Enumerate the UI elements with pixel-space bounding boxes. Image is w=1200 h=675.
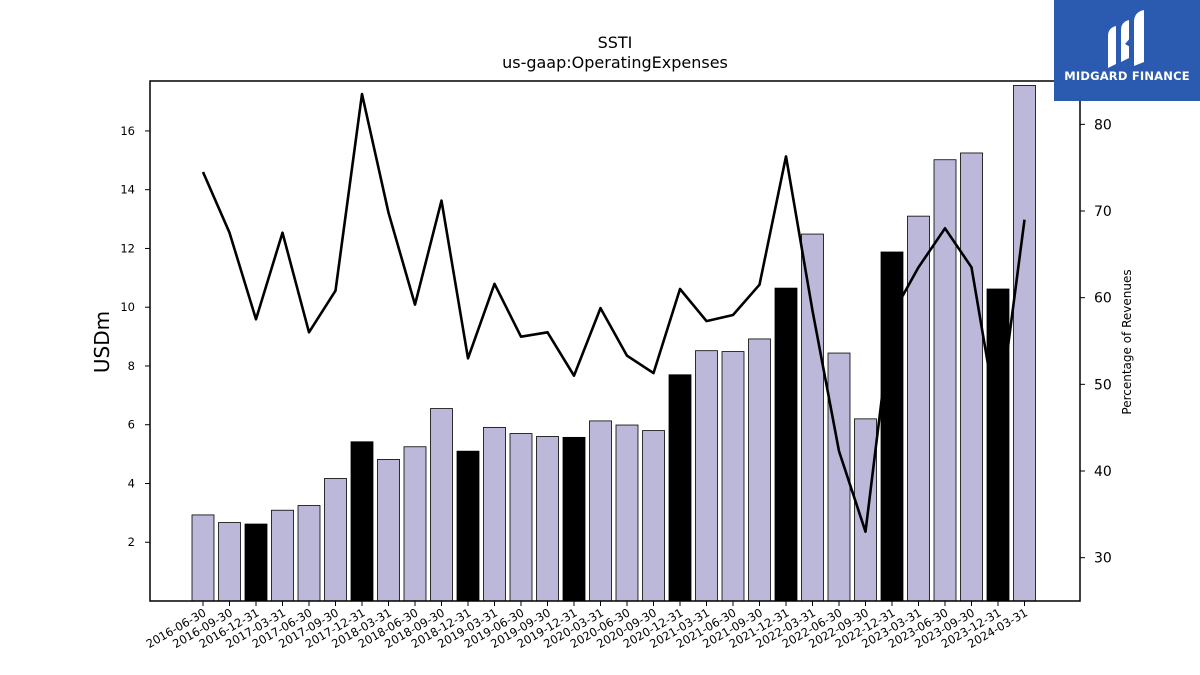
bar-2021-06-30 — [721, 351, 745, 602]
y2-tick-label: 60 — [1094, 291, 1112, 307]
y2-tick-label: 50 — [1094, 377, 1112, 393]
bar-2017-03-31 — [271, 509, 294, 602]
y2-tick-label: 40 — [1094, 464, 1112, 480]
logo-text: MIDGARD FINANCE — [1064, 69, 1190, 83]
y-tick-label: 10 — [120, 300, 135, 314]
bar-2019-06-30 — [509, 433, 533, 602]
bar-2020-12-31 — [668, 374, 692, 602]
bar-2017-06-30 — [297, 505, 321, 602]
bar-2023-06-30 — [933, 159, 957, 602]
y-tick-label: 4 — [128, 476, 135, 490]
bar-2016-12-31 — [244, 523, 268, 602]
y-tick-label: 8 — [128, 359, 135, 373]
bar-2019-03-31 — [483, 426, 506, 602]
y-tick-label: 12 — [120, 241, 135, 255]
logo-mark-icon — [1108, 10, 1144, 68]
bar-2022-12-31 — [880, 251, 904, 602]
bar-2023-03-31 — [907, 215, 930, 602]
bar-2016-06-30 — [191, 514, 215, 602]
bar-2023-12-31 — [986, 288, 1010, 602]
bar-2020-03-31 — [589, 420, 612, 602]
bar-2024-03-31 — [1013, 85, 1036, 602]
bar-2019-09-30 — [536, 436, 559, 602]
y-tick-label: 6 — [128, 418, 135, 432]
bar-2019-12-31 — [562, 436, 586, 602]
y-axis-label: USDm — [90, 311, 114, 373]
bar-2016-09-30 — [218, 522, 241, 602]
brand-logo: MIDGARD FINANCE — [1054, 0, 1200, 101]
chart-title: SSTI — [598, 33, 633, 52]
chart-subtitle: us-gaap:OperatingExpenses — [502, 53, 728, 72]
bar-2018-09-30 — [430, 408, 453, 602]
bar-2022-03-31 — [801, 233, 824, 602]
y-tick-label: 2 — [128, 535, 135, 549]
bar-2018-06-30 — [403, 446, 427, 602]
bar-2018-12-31 — [456, 450, 480, 602]
bar-2020-06-30 — [615, 424, 639, 602]
bar-2017-09-30 — [324, 478, 347, 602]
percentage-line — [201, 92, 1026, 533]
y2-axis-label: Percentage of Revenues — [1120, 269, 1134, 414]
bar-2021-12-31 — [774, 287, 798, 602]
y-tick-label: 16 — [120, 124, 135, 138]
bar-2018-03-31 — [377, 458, 400, 602]
bar-2020-09-30 — [642, 430, 665, 602]
y2-tick-label: 80 — [1094, 117, 1112, 133]
bar-2021-09-30 — [748, 338, 771, 602]
bar-2023-09-30 — [960, 152, 983, 602]
plot-frame — [149, 80, 1081, 602]
bar-2017-12-31 — [350, 441, 374, 602]
bar-2021-03-31 — [695, 350, 718, 602]
y-tick-label: 14 — [120, 183, 135, 197]
y2-tick-label: 70 — [1094, 204, 1112, 220]
y2-tick-label: 30 — [1094, 551, 1112, 567]
